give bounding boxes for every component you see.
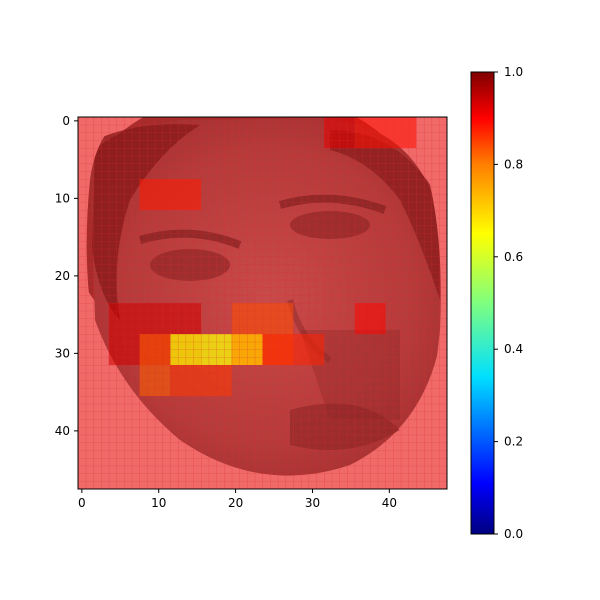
pixel-grid	[78, 117, 447, 489]
colorbar-tick-label: 0.4	[504, 342, 523, 356]
x-tick-label: 0	[78, 496, 86, 510]
colorbar-gradient	[470, 71, 495, 535]
plot-frame	[77, 116, 448, 490]
y-tick-label: 20	[55, 269, 70, 283]
heatmap-plot-area	[78, 117, 447, 489]
y-tick-label: 30	[55, 346, 70, 360]
colorbar-ticks: 0.0 0.2 0.4 0.6 0.8 1.0	[494, 65, 523, 541]
y-tick-label: 10	[55, 191, 70, 205]
y-tick-label: 0	[62, 114, 70, 128]
colorbar-tick-label: 1.0	[504, 65, 523, 79]
x-tick-label: 10	[151, 496, 166, 510]
colorbar-tick-label: 0.6	[504, 250, 523, 264]
x-tick-label: 20	[228, 496, 243, 510]
x-tick-label: 30	[305, 496, 320, 510]
y-tick-label: 40	[55, 424, 70, 438]
colorbar-tick-label: 0.0	[504, 527, 523, 541]
y-axis: 0 10 20 30 40	[55, 114, 78, 438]
colorbar-tick-label: 0.8	[504, 157, 523, 171]
colorbar-tick-label: 0.2	[504, 435, 523, 449]
x-tick-label: 40	[382, 496, 397, 510]
x-axis: 0 10 20 30 40	[78, 489, 397, 510]
colorbar: 0.0 0.2 0.4 0.6 0.8 1.0	[470, 65, 523, 541]
